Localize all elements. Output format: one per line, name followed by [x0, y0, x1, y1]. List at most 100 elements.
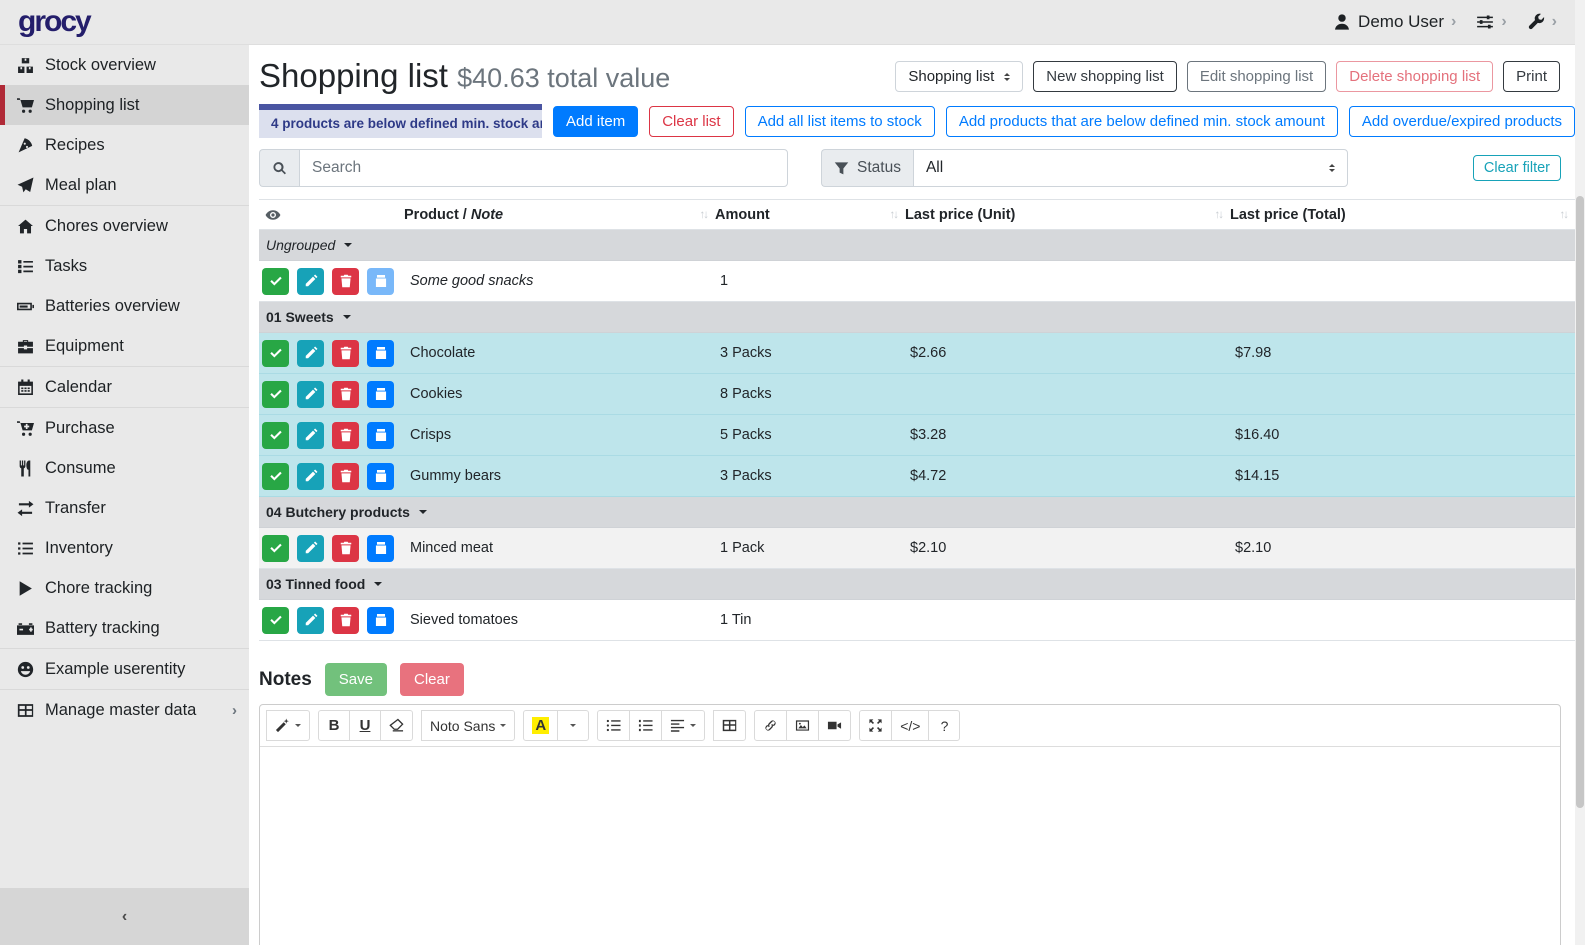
sidebar-item-consume[interactable]: Consume: [0, 448, 249, 488]
sidebar-item-transfer[interactable]: Transfer: [0, 488, 249, 528]
sidebar-item-example-userentity[interactable]: Example userentity: [0, 649, 249, 689]
add-to-stock-button[interactable]: [367, 268, 394, 295]
sidebar-item-meal-plan[interactable]: Meal plan: [0, 165, 249, 205]
mark-done-button[interactable]: [262, 607, 289, 634]
sidebar-item-equipment[interactable]: Equipment: [0, 326, 249, 366]
edit-item-button[interactable]: [297, 340, 324, 367]
sidebar-item-chore-tracking[interactable]: Chore tracking: [0, 568, 249, 608]
print-button[interactable]: Print: [1503, 61, 1560, 92]
sidebar-item-purchase[interactable]: Purchase: [0, 408, 249, 448]
delete-item-button[interactable]: [332, 607, 359, 634]
sidebar-item-manage-master-data[interactable]: Manage master data›: [0, 690, 249, 730]
scrollbar-thumb[interactable]: [1576, 196, 1584, 808]
product-group-row-01-sweets[interactable]: 01 Sweets: [259, 302, 1575, 333]
mark-done-button[interactable]: [262, 340, 289, 367]
delete-item-button[interactable]: [332, 340, 359, 367]
add-to-stock-button[interactable]: [367, 340, 394, 367]
add-to-stock-button[interactable]: [367, 422, 394, 449]
product-group-row-04-butchery-products[interactable]: 04 Butchery products: [259, 497, 1575, 528]
sidebar-item-shopping-list[interactable]: Shopping list: [0, 85, 249, 125]
underline-button[interactable]: U: [349, 710, 381, 741]
grocy-logo[interactable]: grocy: [18, 5, 90, 39]
add-overdue-expired-products-button[interactable]: Add overdue/expired products: [1349, 106, 1575, 137]
sidebar-item-recipes[interactable]: Recipes: [0, 125, 249, 165]
bold-button[interactable]: B: [318, 710, 350, 741]
edit-item-button[interactable]: [297, 607, 324, 634]
search-input[interactable]: [299, 149, 788, 187]
delete-item-button[interactable]: [332, 463, 359, 490]
insert-table-button[interactable]: [713, 710, 746, 741]
insert-link-button[interactable]: [754, 710, 787, 741]
add-to-stock-button[interactable]: [367, 463, 394, 490]
edit-item-button[interactable]: [297, 268, 324, 295]
delete-item-button[interactable]: [332, 381, 359, 408]
add-to-stock-button[interactable]: [367, 535, 394, 562]
mark-done-button[interactable]: [262, 535, 289, 562]
add-to-stock-button[interactable]: [367, 381, 394, 408]
sort-icon[interactable]: ↑↓: [1215, 209, 1223, 221]
clear-list-button[interactable]: Clear list: [649, 106, 733, 137]
mark-done-button[interactable]: [262, 268, 289, 295]
add-products-that-are-below-defined-min-stock-amount-button[interactable]: Add products that are below defined min.…: [946, 106, 1338, 137]
user-menu[interactable]: Demo User ›: [1333, 12, 1456, 32]
product-group-row-03-tinned-food[interactable]: 03 Tinned food: [259, 569, 1575, 600]
fullscreen-button[interactable]: [859, 710, 892, 741]
help-button[interactable]: ?: [928, 710, 960, 741]
delete-shopping-list-button[interactable]: Delete shopping list: [1336, 61, 1493, 92]
font-family-button[interactable]: Noto Sans: [421, 710, 515, 741]
mark-done-button[interactable]: [262, 422, 289, 449]
settings-menu[interactable]: ›: [1476, 13, 1506, 31]
font-color-button[interactable]: A: [523, 710, 558, 741]
insert-picture-button[interactable]: [786, 710, 819, 741]
clear-filter-button[interactable]: Clear filter: [1473, 155, 1561, 181]
product-group-row-ungrouped[interactable]: Ungrouped: [259, 230, 1575, 261]
ordered-list-button[interactable]: [629, 710, 662, 741]
remove-format-button[interactable]: [380, 710, 413, 741]
sidebar-item-calendar[interactable]: Calendar: [0, 367, 249, 407]
cart-icon: [15, 97, 35, 114]
column-last-price-total[interactable]: Last price (Total) ↑↓: [1230, 200, 1575, 229]
column-last-price-unit[interactable]: Last price (Unit) ↑↓: [905, 200, 1230, 229]
eye-icon[interactable]: [265, 207, 281, 223]
min-stock-alert[interactable]: 4 products are below defined min. stock …: [259, 104, 542, 138]
sidebar-item-chores-overview[interactable]: Chores overview: [0, 206, 249, 246]
sidebar-item-inventory[interactable]: Inventory: [0, 528, 249, 568]
add-all-list-items-to-stock-button[interactable]: Add all list items to stock: [745, 106, 935, 137]
new-shopping-list-button[interactable]: New shopping list: [1033, 61, 1177, 92]
insert-video-button[interactable]: [818, 710, 851, 741]
edit-item-button[interactable]: [297, 422, 324, 449]
add-item-button[interactable]: Add item: [553, 106, 638, 137]
edit-shopping-list-button[interactable]: Edit shopping list: [1187, 61, 1326, 92]
delete-item-button[interactable]: [332, 535, 359, 562]
add-to-stock-button[interactable]: [367, 607, 394, 634]
notes-editor-content[interactable]: [260, 747, 1560, 945]
sidebar-item-batteries-overview[interactable]: Batteries overview: [0, 286, 249, 326]
delete-item-button[interactable]: [332, 268, 359, 295]
notes-save-button[interactable]: Save: [325, 663, 387, 696]
mark-done-button[interactable]: [262, 381, 289, 408]
admin-menu[interactable]: ›: [1527, 13, 1557, 31]
column-product[interactable]: Product / Note ↑↓: [404, 200, 715, 229]
edit-item-button[interactable]: [297, 463, 324, 490]
sidebar-item-tasks[interactable]: Tasks: [0, 246, 249, 286]
color-picker-button[interactable]: [557, 710, 589, 741]
sidebar-collapse-button[interactable]: ‹: [0, 888, 249, 945]
sidebar-item-stock-overview[interactable]: Stock overview: [0, 45, 249, 85]
sort-icon[interactable]: ↑↓: [700, 209, 708, 221]
mark-done-button[interactable]: [262, 463, 289, 490]
code-view-button[interactable]: </>: [891, 710, 929, 741]
unordered-list-button[interactable]: [597, 710, 630, 741]
shopping-list-select[interactable]: Shopping list: [895, 61, 1023, 92]
page-scrollbar[interactable]: [1575, 0, 1585, 945]
edit-item-button[interactable]: [297, 535, 324, 562]
column-amount[interactable]: Amount ↑↓: [715, 200, 905, 229]
sidebar-item-battery-tracking[interactable]: Battery tracking: [0, 608, 249, 648]
status-select[interactable]: All: [913, 149, 1348, 187]
sort-icon[interactable]: ↑↓: [1560, 209, 1568, 221]
style-button[interactable]: [266, 710, 310, 741]
sort-icon[interactable]: ↑↓: [890, 209, 898, 221]
edit-item-button[interactable]: [297, 381, 324, 408]
notes-clear-button[interactable]: Clear: [400, 663, 464, 696]
paragraph-button[interactable]: [661, 710, 705, 741]
delete-item-button[interactable]: [332, 422, 359, 449]
